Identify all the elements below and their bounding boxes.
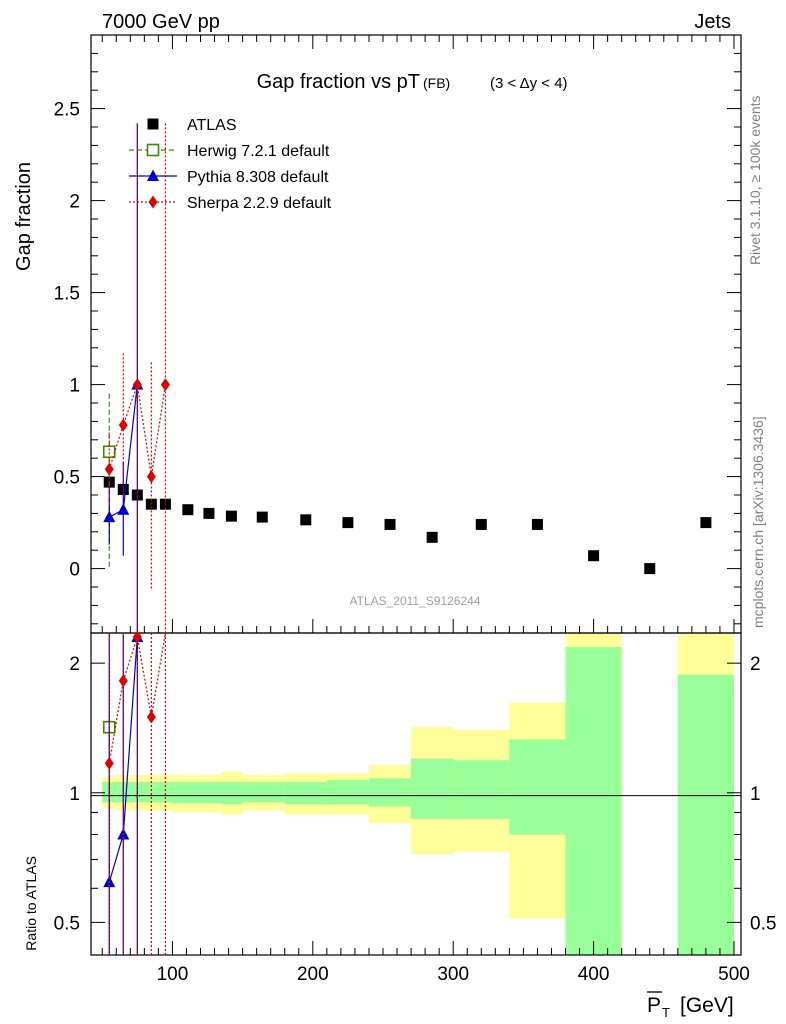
series-marker-2-0 [104, 462, 114, 476]
legend: ATLAS Herwig 7.2.1 default Pythia 8.308 de… [129, 117, 332, 212]
series-marker-2-3 [146, 470, 156, 484]
series-marker-2-2 [132, 378, 142, 392]
ratio-marker-2-3 [146, 710, 156, 724]
mcplots-label: mcplots.cern.ch [arXiv:1306.3436] [750, 416, 766, 628]
ratio-band-green-1 [116, 781, 145, 803]
y-tick-label: 2 [69, 192, 80, 213]
x-tick-label: 500 [718, 964, 750, 985]
x-tick-label: 100 [157, 964, 189, 985]
rivet-label: Rivet 3.1.10, ≥ 100k events [747, 95, 763, 265]
legend-marker-3 [148, 195, 158, 209]
ratio-y-axis-label: Ratio to ATLAS [23, 856, 39, 951]
legend-label-0: ATLAS [187, 117, 237, 134]
y-tick-label: 0.5 [54, 468, 80, 489]
x-axis-label: P [647, 994, 661, 1017]
legend-marker-2 [147, 169, 159, 181]
data-series [102, 123, 712, 955]
x-axis-label-unit: [GeV] [680, 994, 734, 1017]
ratio-tick-label-right: 0.5 [750, 913, 776, 934]
ratio-band-green-14 [677, 674, 734, 955]
ratio-band-green-2 [144, 781, 173, 803]
y-axis-label: Gap fraction [13, 162, 35, 271]
legend-label-2: Pythia 8.308 default [187, 169, 329, 186]
series-marker-1-1 [117, 503, 130, 515]
atlas-data-point-12 [426, 531, 438, 543]
atlas-data-point-11 [384, 518, 396, 530]
y-tick-label: 1 [69, 376, 80, 397]
x-tick-label: 300 [437, 964, 469, 985]
y-tick-label: 1.5 [54, 284, 80, 305]
plot-title: Gap fraction vs pT [257, 71, 420, 93]
ratio-tick-label: 2 [69, 654, 80, 675]
legend-label-1: Herwig 7.2.1 default [187, 143, 330, 160]
ratio-tick-label: 0.5 [54, 913, 80, 934]
atlas-data-point-15 [588, 550, 600, 562]
y-tick-label: 0 [69, 560, 80, 581]
ratio-band-green-8 [326, 780, 369, 805]
ratio-marker-2-2 [132, 630, 142, 644]
x-axis-label-sub: T [662, 1005, 670, 1020]
ratio-marker-2-1 [118, 674, 128, 688]
atlas-data-point-9 [300, 514, 312, 526]
atlas-data-point-6 [203, 507, 215, 519]
plot-title-sub: (FB) [423, 75, 450, 91]
series-marker-1-0 [103, 510, 116, 523]
ratio-band-green-10 [411, 758, 454, 819]
ratio-band-green-9 [368, 778, 412, 807]
ratio-tick-label-right: 2 [750, 654, 761, 675]
ratio-band-green-11 [453, 760, 510, 819]
axis-ticks: 100 200 300 400 500 0 0.5 1 1.5 2 2.5 0.5 0.5 1 1 2 2 [54, 35, 776, 985]
ratio-band-green-6 [242, 781, 285, 803]
legend-label-3: Sherpa 2.2.9 default [187, 195, 332, 212]
plot-title-range: (3 < Δy < 4) [490, 75, 568, 92]
ratio-band-green-13 [565, 647, 622, 955]
ratio-tick-label-right: 1 [750, 784, 761, 805]
ratio-band-green-3 [172, 781, 201, 804]
legend-marker-0 [147, 118, 159, 130]
header-right-label: Jets [694, 11, 731, 33]
atlas-data-point-17 [700, 517, 712, 529]
ratio-tick-label: 1 [69, 784, 80, 805]
series-marker-0-0 [102, 445, 116, 459]
series-marker-2-1 [118, 418, 128, 432]
ratio-plot-frame [90, 632, 742, 956]
header-left-label: 7000 GeV pp [102, 11, 220, 33]
atlas-data-point-10 [342, 517, 354, 529]
y-tick-label: 2.5 [54, 100, 80, 121]
series-marker-2-4 [160, 378, 170, 392]
ratio-band-green-5 [221, 781, 243, 805]
ratio-marker-2-0 [104, 756, 114, 770]
atlas-data-point-8 [256, 511, 268, 523]
atlas-data-point-13 [475, 518, 487, 530]
x-tick-label: 200 [297, 964, 329, 985]
ratio-band-green-12 [509, 739, 566, 835]
ratio-band-green-4 [200, 781, 222, 804]
atlas-data-point-7 [225, 510, 237, 522]
atlas-data-point-5 [182, 504, 194, 516]
x-tick-label: 400 [578, 964, 610, 985]
atlas-data-point-14 [531, 518, 543, 530]
ratio-band-green-7 [284, 781, 327, 805]
atlas-data-point-16 [644, 563, 656, 575]
analysis-watermark: ATLAS_2011_S9126244 [350, 594, 481, 608]
ratio-uncertainty-bands [102, 633, 734, 955]
legend-marker-1 [146, 143, 160, 157]
